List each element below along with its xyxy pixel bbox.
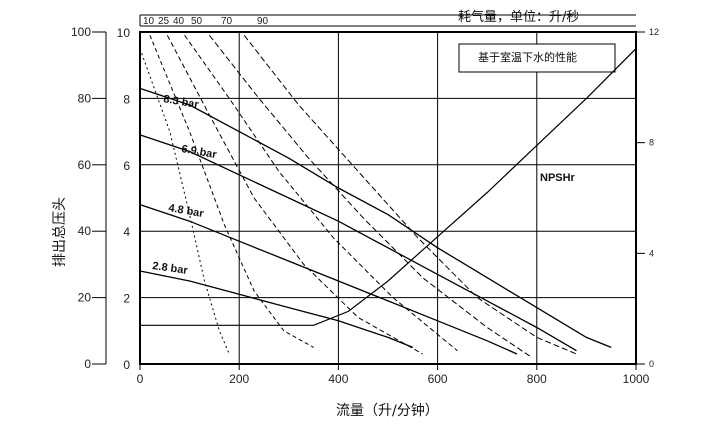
y-right-tick-label: 12 bbox=[649, 27, 659, 37]
y-inner-tick-label: 6 bbox=[123, 159, 130, 173]
y-right-axis-ticks: 0 4 8 12 bbox=[636, 27, 659, 369]
air-curve-40 bbox=[166, 35, 423, 355]
npsh-label: NPSHr bbox=[540, 172, 576, 184]
y-axis-title: 排出总压头 bbox=[52, 197, 68, 267]
x-tick-label: 1000 bbox=[623, 372, 650, 386]
legend-box: 基于室温下水的性能 bbox=[458, 43, 616, 73]
y-tick-label: 40 bbox=[78, 224, 92, 238]
y-inner-tick-label: 4 bbox=[123, 225, 130, 239]
x-axis-ticks: 0 200 400 600 800 1000 bbox=[137, 364, 650, 386]
series-label-8-3: 8.3 bar bbox=[162, 93, 200, 111]
grid bbox=[140, 32, 636, 364]
chart-title: 耗气量，单位：升/秒 bbox=[458, 9, 579, 25]
y-inner-tick-label: 10 bbox=[117, 26, 131, 40]
air-tick-90: 90 bbox=[257, 16, 269, 27]
plot-frame bbox=[139, 31, 637, 365]
y-tick-label: 0 bbox=[84, 357, 91, 371]
y-axis-ticks: 0 20 40 60 80 100 bbox=[71, 25, 107, 371]
air-tick-10: 10 bbox=[143, 16, 155, 27]
npsh-curve bbox=[140, 48, 637, 326]
x-tick-label: 600 bbox=[428, 372, 448, 386]
x-axis-title: 流量（升/分钟） bbox=[336, 402, 439, 419]
y-inner-tick-label: 8 bbox=[123, 92, 130, 106]
npsh-line bbox=[140, 48, 637, 326]
y-tick-label: 80 bbox=[78, 91, 92, 105]
y-right-tick-label: 0 bbox=[649, 359, 654, 369]
air-scale-bar bbox=[139, 14, 636, 27]
air-tick-40: 40 bbox=[173, 16, 185, 27]
air-tick-25: 25 bbox=[158, 16, 170, 27]
y-right-tick-label: 4 bbox=[649, 248, 654, 258]
series-line-3 bbox=[139, 270, 414, 349]
air-curve-70 bbox=[209, 34, 533, 358]
air-consumption-curves bbox=[139, 34, 577, 358]
series-line-0 bbox=[139, 87, 612, 349]
pressure-curves bbox=[139, 87, 612, 355]
air-curve-50 bbox=[184, 35, 458, 352]
air-tick-50: 50 bbox=[191, 16, 203, 27]
y-tick-label: 100 bbox=[71, 25, 91, 39]
y-inner-axis-ticks: 0 2 4 6 8 10 bbox=[117, 26, 131, 372]
x-tick-label: 800 bbox=[527, 372, 547, 386]
y-inner-tick-label: 2 bbox=[123, 292, 130, 306]
y-right-tick-label: 8 bbox=[649, 138, 654, 148]
series-label-4-8: 4.8 bar bbox=[167, 202, 205, 220]
x-tick-label: 200 bbox=[229, 372, 249, 386]
series-line-1 bbox=[139, 134, 577, 352]
y-tick-label: 60 bbox=[78, 158, 92, 172]
series-label-6-9: 6.9 bar bbox=[180, 143, 218, 161]
air-curve-90 bbox=[243, 34, 577, 355]
air-tick-70: 70 bbox=[221, 16, 233, 27]
y-tick-label: 20 bbox=[78, 291, 92, 305]
x-tick-label: 400 bbox=[328, 372, 348, 386]
x-tick-label: 0 bbox=[137, 372, 144, 386]
series-line-2 bbox=[139, 203, 518, 355]
air-tick-labels: 10 25 40 50 70 90 bbox=[143, 16, 269, 27]
y-inner-tick-label: 0 bbox=[123, 358, 130, 372]
series-label-2-8: 2.8 bar bbox=[152, 260, 190, 277]
air-curve-25 bbox=[149, 35, 314, 348]
legend-text: 基于室温下水的性能 bbox=[478, 50, 577, 64]
